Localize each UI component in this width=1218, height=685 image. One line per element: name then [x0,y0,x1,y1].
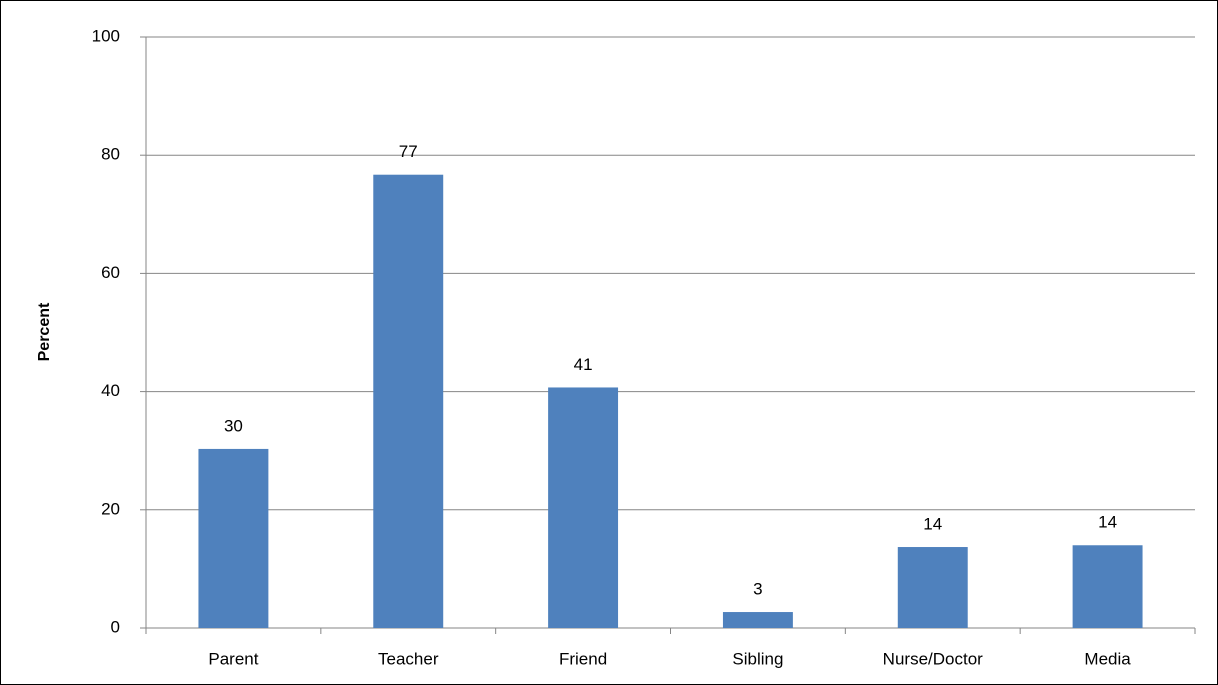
x-tick-label: Media [1084,649,1131,668]
data-label: 14 [923,515,942,534]
bar [548,387,619,628]
data-label: 3 [753,580,762,599]
data-label: 41 [574,355,593,374]
bar [373,174,444,628]
x-tick-label: Nurse/Doctor [883,649,983,668]
y-tick-label: 100 [92,26,120,45]
y-tick-label: 80 [101,145,120,164]
bar [897,547,968,628]
bar [722,612,793,628]
y-axis-label: Percent [36,302,53,361]
x-tick-label: Parent [208,649,258,668]
data-label: 30 [224,416,243,435]
data-label: 77 [399,142,418,161]
x-tick-label: Sibling [732,649,783,668]
y-tick-label: 60 [101,263,120,282]
y-tick-label: 40 [101,381,120,400]
y-tick-label: 0 [111,617,120,636]
y-tick-label: 20 [101,499,120,518]
bar [198,448,269,628]
bar [1072,545,1143,628]
data-label: 14 [1098,513,1117,532]
x-tick-label: Friend [559,649,607,668]
x-tick-label: Teacher [378,649,439,668]
